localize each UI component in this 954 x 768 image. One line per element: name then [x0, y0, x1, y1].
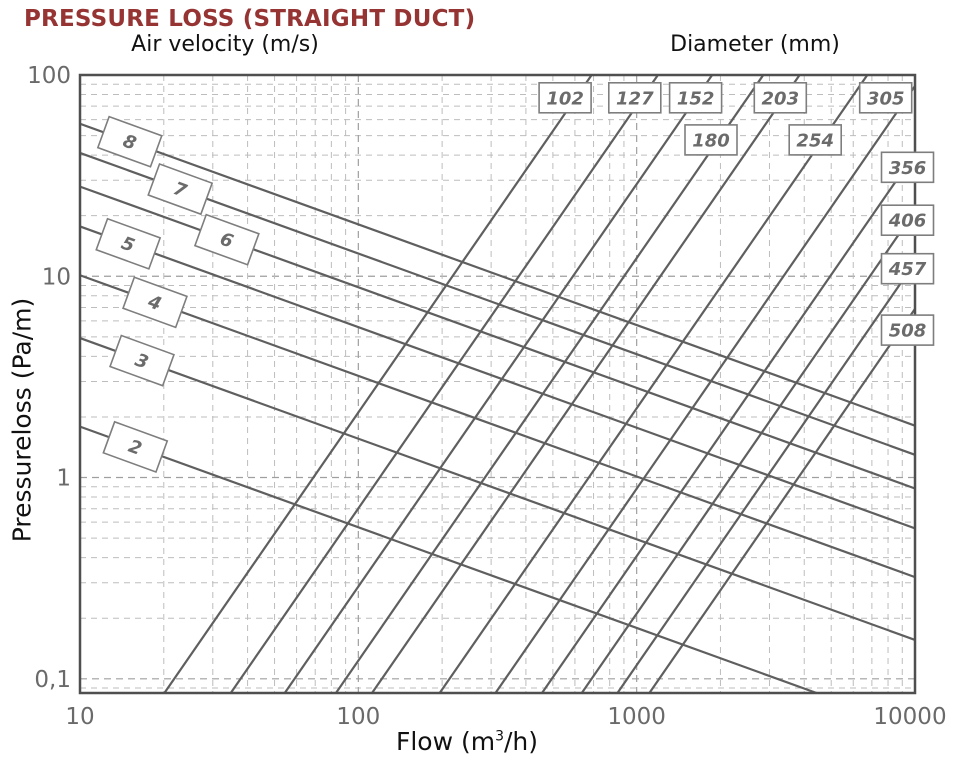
air-velocity-label-2: 2 [102, 420, 169, 474]
line-label-box [788, 124, 843, 156]
diameter-line-102 [163, 74, 593, 694]
x-axis-title: Flow (m3/h) [307, 727, 627, 756]
air-velocity-line-8 [79, 122, 916, 427]
air-velocity-line-7 [79, 151, 916, 456]
y-tick-label: 0,1 [34, 667, 71, 693]
line-label-text: 305 [867, 88, 905, 109]
diameter-label-102: 102 [538, 82, 592, 114]
air-velocity-line-3 [79, 337, 916, 641]
diameter-label-305: 305 [858, 82, 913, 114]
diameter-label-457: 457 [880, 252, 935, 285]
line-label-box [122, 276, 188, 329]
line-label-box [668, 82, 723, 114]
line-label-text: 457 [888, 259, 927, 280]
diameter-label-356: 356 [880, 151, 935, 184]
diameter-axis-title: Diameter (mm) [670, 32, 840, 57]
air-velocity-axis-title: Air velocity (m/s) [131, 32, 319, 57]
line-label-box [684, 124, 738, 156]
line-label-text: 508 [889, 321, 927, 342]
air-velocity-line-4 [79, 274, 916, 579]
x-axis-title-post: /h) [504, 727, 539, 756]
diameter-line-457 [616, 261, 916, 694]
line-label-box [880, 252, 935, 285]
diameter-line-356 [541, 152, 916, 694]
line-label-box [880, 151, 935, 184]
line-label-text: 127 [616, 88, 654, 109]
air-velocity-label-8: 8 [96, 115, 163, 168]
tick-labels: 10 100 1000 10000 100 10 1 0,1 [27, 63, 946, 730]
chart-title: PRESSURE LOSS (STRAIGHT DUCT) [24, 6, 476, 32]
line-label-text: 254 [796, 130, 834, 151]
line-label-box [880, 204, 935, 236]
line-label-box [880, 314, 935, 346]
diameter-label-127: 127 [607, 82, 662, 114]
line-label-text: 203 [762, 88, 800, 109]
diameter-line-406 [580, 210, 916, 694]
line-label-text: 356 [889, 158, 927, 179]
air-velocity-label-4: 4 [122, 276, 188, 329]
air-velocity-label-5: 5 [95, 217, 162, 270]
air-velocity-label-3: 3 [109, 334, 175, 387]
x-tick-label: 10 [65, 704, 94, 730]
line-label-box [96, 115, 163, 168]
line-labels: 2 34 5 678 102 127 152 180 203 254 305 356 406 457 508 [95, 82, 935, 474]
y-tick-label: 100 [27, 63, 71, 89]
diameter-label-203: 203 [753, 82, 808, 114]
line-label-box [753, 82, 808, 114]
line-label-box [95, 217, 162, 270]
x-axis-title-sup: 3 [495, 728, 504, 745]
line-label-box [538, 82, 592, 114]
diameter-label-180: 180 [684, 124, 738, 156]
diameter-label-508: 508 [880, 314, 935, 346]
line-label-text: 152 [677, 88, 715, 109]
line-label-box [102, 420, 169, 474]
series-lines [79, 74, 916, 695]
y-tick-label: 1 [56, 466, 71, 492]
line-label-box [109, 334, 175, 387]
air-velocity-line-2 [79, 425, 817, 695]
diameter-line-305 [494, 85, 916, 694]
line-label-text: 102 [546, 88, 584, 109]
diameter-label-406: 406 [880, 204, 935, 236]
air-velocity-label-6: 6 [193, 213, 260, 266]
y-tick-label: 10 [42, 264, 71, 290]
x-axis-title-pre: Flow (m [395, 727, 496, 756]
diameter-label-152: 152 [668, 82, 723, 114]
x-tick-label: 100 [336, 704, 380, 730]
air-velocity-line-5 [79, 225, 916, 530]
diameter-line-180 [335, 74, 765, 694]
plot-frame [78, 73, 917, 695]
line-label-box [193, 213, 260, 266]
diameter-label-254: 254 [788, 124, 843, 156]
line-label-text: 406 [888, 211, 927, 232]
line-label-box [147, 162, 214, 216]
x-tick-label: 1000 [607, 704, 666, 730]
diameter-line-203 [371, 74, 801, 694]
line-label-box [858, 82, 913, 114]
diameter-line-127 [229, 74, 659, 694]
air-velocity-label-7: 7 [147, 162, 214, 216]
diameter-line-508 [648, 308, 916, 694]
diameter-line-152 [283, 74, 714, 694]
diameter-line-254 [438, 74, 869, 694]
line-label-box [607, 82, 662, 114]
x-tick-label: 10000 [873, 704, 946, 730]
line-label-text: 180 [692, 130, 730, 151]
